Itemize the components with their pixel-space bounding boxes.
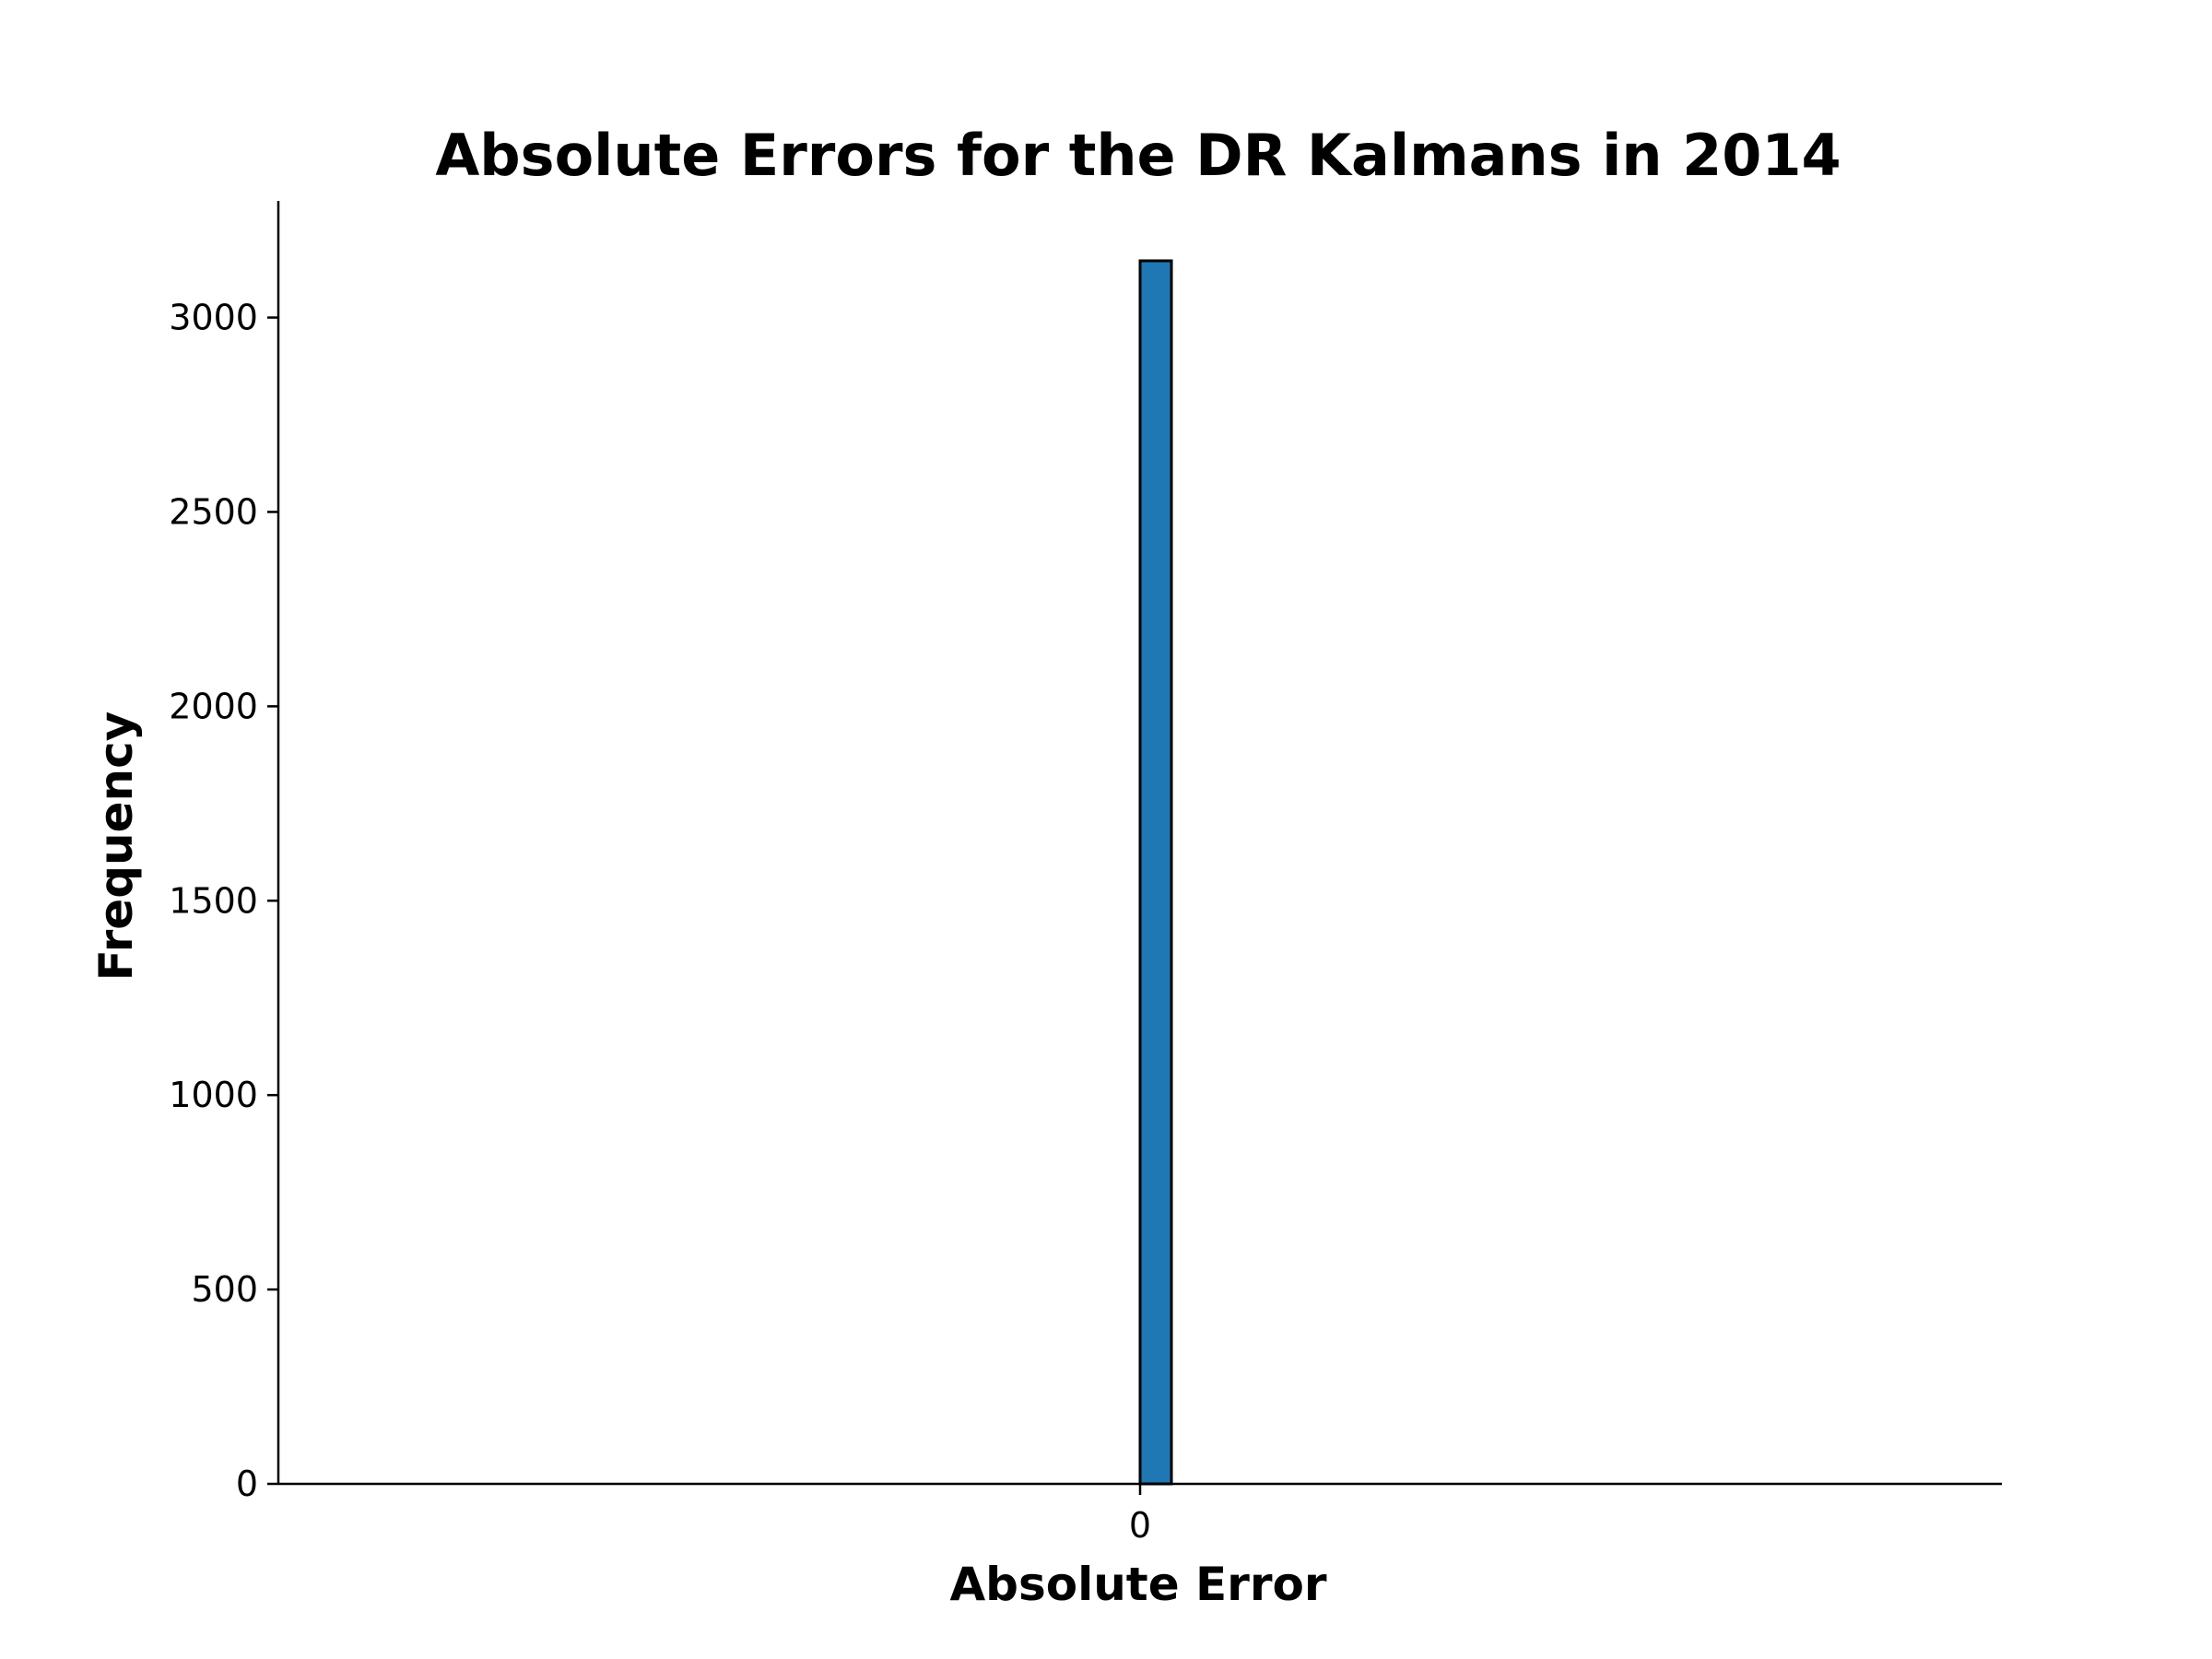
y-tick-label: 0 (236, 1464, 258, 1504)
bars-group (1138, 259, 1173, 1486)
y-tick-label: 1500 (169, 880, 258, 921)
x-tick-label: 0 (1129, 1505, 1151, 1546)
y-axis-label: Frequency (89, 712, 143, 982)
y-tick-label: 3000 (169, 298, 258, 338)
x-axis-label: Absolute Error (949, 1558, 1326, 1611)
y-ticks-group: 0 500 1000 1500 2000 2500 3000 (169, 298, 278, 1504)
histogram-bar (1138, 259, 1173, 1486)
y-tick-label: 2000 (169, 686, 258, 726)
y-tick-label: 2500 (169, 491, 258, 532)
chart-title: Absolute Errors for the DR Kalmans in 20… (435, 122, 1841, 189)
y-tick-label: 1000 (169, 1075, 258, 1115)
x-ticks-group: 0 (1129, 1484, 1151, 1546)
y-tick-label: 500 (191, 1269, 258, 1310)
